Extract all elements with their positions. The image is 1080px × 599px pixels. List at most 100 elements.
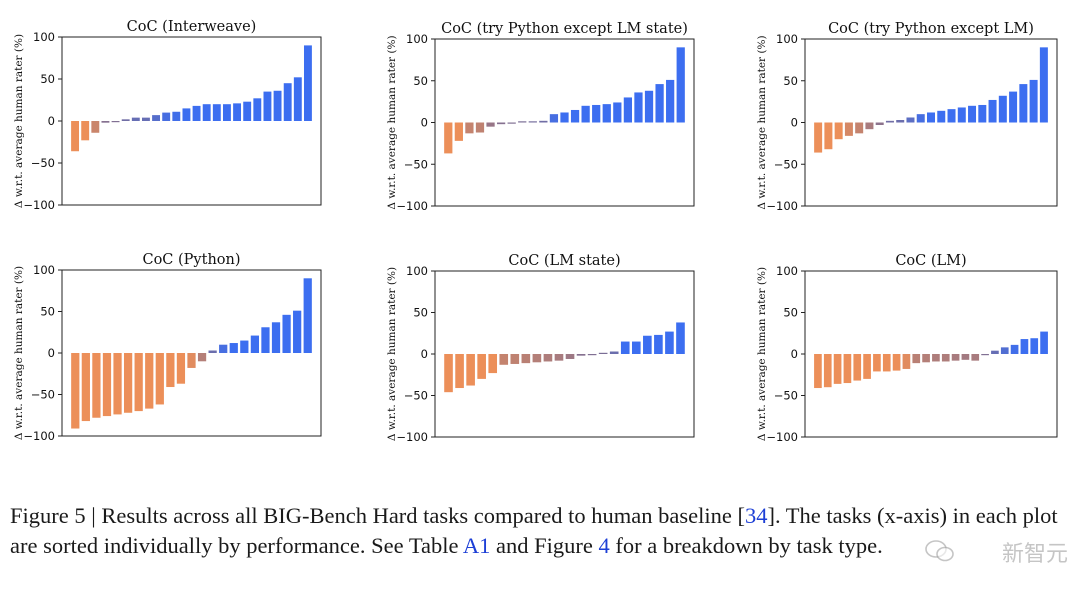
bar bbox=[123, 353, 133, 413]
y-tick-label: −50 bbox=[31, 156, 55, 170]
chart-panel-1: CoC (Interweave) Δ w.r.t. average human r… bbox=[13, 19, 322, 212]
y-tick-label: 50 bbox=[783, 74, 798, 88]
bar bbox=[932, 354, 940, 362]
y-tick-label: −50 bbox=[774, 157, 798, 171]
bar bbox=[666, 79, 675, 123]
bar bbox=[208, 350, 217, 353]
bar bbox=[187, 353, 196, 368]
bar bbox=[81, 353, 90, 422]
y-tick-label: 0 bbox=[421, 347, 428, 361]
y-tick-label: 100 bbox=[776, 264, 798, 278]
bar bbox=[916, 114, 925, 123]
bar bbox=[197, 353, 207, 362]
bar bbox=[1030, 338, 1039, 354]
bar bbox=[202, 104, 211, 121]
bar bbox=[598, 352, 608, 354]
bar bbox=[824, 122, 833, 150]
bar bbox=[1039, 47, 1048, 123]
y-tick-label: 50 bbox=[413, 74, 428, 88]
y-tick-label: 50 bbox=[783, 306, 798, 320]
bar bbox=[655, 84, 664, 123]
bar bbox=[896, 120, 905, 123]
bar bbox=[644, 90, 654, 123]
bar bbox=[475, 122, 485, 133]
bar bbox=[988, 99, 997, 123]
bar bbox=[444, 122, 453, 154]
bar bbox=[465, 122, 474, 134]
bar bbox=[162, 112, 171, 121]
y-tick-label: −100 bbox=[766, 430, 798, 444]
bar bbox=[477, 354, 486, 379]
bar bbox=[927, 112, 935, 123]
bar bbox=[303, 278, 312, 353]
bar bbox=[885, 120, 894, 123]
chart-panel-4: CoC (Python) Δ w.r.t. average human rater… bbox=[13, 252, 322, 443]
bar bbox=[654, 334, 663, 354]
bar bbox=[947, 109, 956, 123]
bar bbox=[844, 122, 853, 136]
bar bbox=[455, 354, 464, 389]
y-tick-label: 50 bbox=[40, 72, 55, 86]
y-tick-label: 100 bbox=[33, 263, 55, 277]
bar bbox=[941, 354, 950, 362]
bar bbox=[981, 354, 989, 356]
bar bbox=[543, 354, 553, 362]
bar bbox=[865, 122, 874, 130]
y-axis-label: Δ w.r.t. average human rater (%) bbox=[386, 267, 398, 441]
bar bbox=[91, 121, 100, 133]
bar bbox=[293, 310, 302, 353]
y-tick-label: 0 bbox=[791, 347, 798, 361]
bar bbox=[176, 353, 186, 384]
caption-suffix: for a breakdown by task type. bbox=[609, 533, 883, 558]
y-tick-label: 0 bbox=[48, 346, 55, 360]
bar bbox=[576, 354, 586, 356]
bar bbox=[1010, 344, 1019, 354]
bar bbox=[998, 95, 1007, 123]
bar bbox=[676, 322, 685, 354]
y-tick-label: 0 bbox=[791, 116, 798, 130]
bar bbox=[665, 331, 674, 354]
caption-mid1: ]. The tasks (x-axis) in each plot are s… bbox=[10, 503, 1058, 558]
y-tick-label: −50 bbox=[404, 157, 428, 171]
bar bbox=[937, 110, 946, 123]
bar bbox=[155, 353, 164, 405]
bar bbox=[863, 354, 871, 379]
bar bbox=[902, 354, 911, 369]
bar bbox=[111, 121, 120, 123]
bar bbox=[250, 335, 260, 353]
caption-ref-figure-4[interactable]: 4 bbox=[598, 533, 610, 558]
bar bbox=[1029, 79, 1038, 123]
bar bbox=[560, 112, 569, 123]
bar bbox=[102, 353, 112, 417]
bar bbox=[528, 121, 537, 123]
bar bbox=[273, 90, 282, 121]
bar bbox=[991, 350, 999, 354]
wechat-icon bbox=[925, 540, 954, 562]
bar bbox=[271, 322, 281, 353]
bar bbox=[101, 121, 110, 123]
caption-ref-34[interactable]: 34 bbox=[744, 503, 768, 528]
caption-mid2: and Figure bbox=[490, 533, 599, 558]
bar bbox=[602, 104, 611, 123]
chart-panel-5: CoC (LM state) Δ w.r.t. average human rat… bbox=[386, 253, 695, 444]
bar bbox=[212, 104, 221, 121]
bar bbox=[814, 122, 823, 153]
y-axis-label: Δ w.r.t. average human rater (%) bbox=[756, 267, 768, 441]
bar bbox=[486, 122, 495, 127]
caption-ref-table-a1[interactable]: A1 bbox=[462, 533, 491, 558]
bar bbox=[834, 122, 843, 140]
bar bbox=[81, 121, 90, 141]
bar bbox=[570, 109, 580, 123]
plot-frame bbox=[61, 36, 322, 206]
bar bbox=[240, 340, 249, 353]
bar bbox=[233, 103, 242, 121]
bar bbox=[620, 341, 630, 354]
bar bbox=[592, 104, 601, 123]
bar bbox=[454, 122, 463, 141]
bar bbox=[922, 354, 930, 363]
bar bbox=[676, 47, 685, 123]
bar bbox=[261, 327, 270, 353]
y-tick-label: 100 bbox=[33, 30, 55, 44]
bar bbox=[855, 122, 864, 134]
bar bbox=[912, 354, 921, 364]
